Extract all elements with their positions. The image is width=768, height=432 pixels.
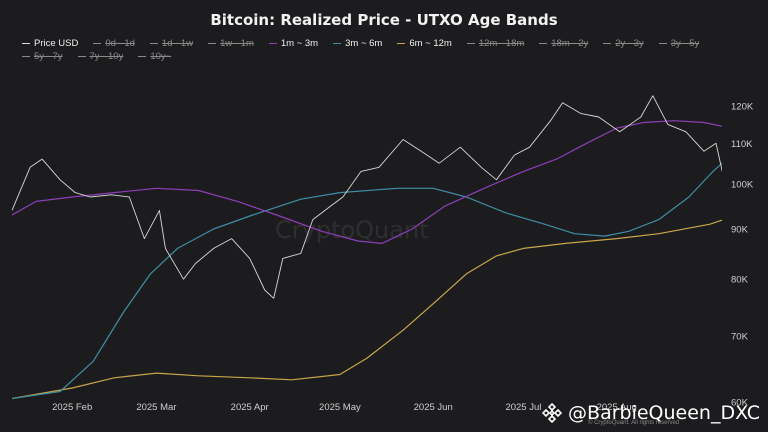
- x-tick-label: 2025 Aug: [597, 402, 637, 413]
- x-tick-label: 2025 Apr: [231, 402, 269, 413]
- legend-item[interactable]: 3m ~ 6m: [333, 37, 382, 50]
- legend-swatch-icon: [539, 42, 548, 45]
- legend-label: 12m - 18m: [478, 38, 525, 49]
- x-tick-label: 2025 May: [319, 402, 361, 413]
- x-tick-label: 2025 Jun: [414, 402, 453, 413]
- series-line: [12, 95, 722, 299]
- legend-swatch-icon: [658, 42, 667, 45]
- y-tick-label: 100K: [731, 180, 754, 191]
- legend-item[interactable]: 1d - 1w: [149, 37, 194, 50]
- legend-swatch-icon: [138, 55, 147, 58]
- legend-label: 1m ~ 3m: [280, 38, 319, 49]
- legend-item[interactable]: 18m - 2y: [539, 37, 588, 50]
- legend-item[interactable]: 10y~: [138, 50, 171, 63]
- legend-item[interactable]: 2y - 3y: [603, 37, 644, 50]
- chart-title: Bitcoin: Realized Price - UTXO Age Bands: [210, 11, 558, 29]
- brand-handle: @BarbieQueen_DXC: [568, 402, 760, 424]
- series-line: [12, 120, 722, 244]
- x-tick-label: 2025 Jul: [505, 402, 541, 413]
- legend-swatch-icon: [397, 42, 406, 45]
- legend-label: 3y - 5y: [670, 38, 700, 49]
- y-tick-label: 70K: [731, 332, 749, 343]
- legend-item[interactable]: 5y - 7y: [22, 50, 63, 63]
- legend-label: 18m - 2y: [551, 38, 589, 49]
- binance-logo-icon: [542, 403, 563, 423]
- legend-swatch-icon: [77, 55, 86, 58]
- legend-label: 6m ~ 12m: [409, 38, 452, 49]
- legend-label: 2y - 3y: [615, 38, 644, 49]
- legend-item[interactable]: 0d - 1d: [93, 37, 135, 50]
- legend-swatch-icon: [603, 42, 612, 45]
- legend: Price USD 0d - 1d 1d - 1w 1w - 1m 1m ~ 3m 3m …: [22, 37, 762, 63]
- legend-item[interactable]: 6m ~ 12m: [397, 37, 452, 50]
- y-tick-label: 90K: [731, 225, 749, 236]
- legend-label: Price USD: [34, 38, 79, 49]
- series-line: [12, 219, 722, 400]
- legend-swatch-icon: [208, 42, 217, 45]
- x-tick-label: 2025 Feb: [52, 402, 92, 413]
- legend-label: 7y - 10y: [89, 51, 124, 62]
- legend-label: 5y - 7y: [34, 51, 63, 62]
- legend-swatch-icon: [268, 42, 277, 45]
- legend-item[interactable]: 12m - 18m: [466, 37, 525, 50]
- legend-swatch-icon: [466, 42, 475, 45]
- legend-swatch-icon: [149, 42, 158, 45]
- legend-item[interactable]: 7y - 10y: [77, 50, 124, 63]
- legend-swatch-icon: [22, 42, 30, 45]
- legend-item[interactable]: 1w - 1m: [208, 37, 254, 50]
- series-line: [12, 162, 722, 400]
- y-tick-label: 110K: [731, 139, 753, 150]
- legend-item[interactable]: 1m ~ 3m: [268, 37, 319, 50]
- legend-item[interactable]: Price USD: [22, 37, 78, 50]
- legend-item[interactable]: 3y - 5y: [658, 37, 700, 50]
- legend-swatch-icon: [22, 55, 30, 58]
- legend-label: 1w - 1m: [220, 38, 254, 49]
- copyright-note: © CryptoQuant. All rights reserved: [588, 419, 679, 426]
- x-tick-label: 2025 Mar: [136, 402, 176, 413]
- legend-label: 1d - 1w: [161, 38, 194, 49]
- y-tick-label: 80K: [731, 275, 749, 286]
- legend-label: 3m ~ 6m: [345, 38, 383, 49]
- y-tick-label: 60K: [731, 398, 749, 409]
- legend-swatch-icon: [333, 42, 342, 45]
- legend-label: 10y~: [150, 51, 172, 62]
- legend-label: 0d - 1d: [105, 38, 135, 49]
- legend-swatch-icon: [93, 42, 102, 45]
- brand-watermark: @BarbieQueen_DXC: [542, 402, 760, 424]
- y-tick-label: 120K: [731, 102, 754, 113]
